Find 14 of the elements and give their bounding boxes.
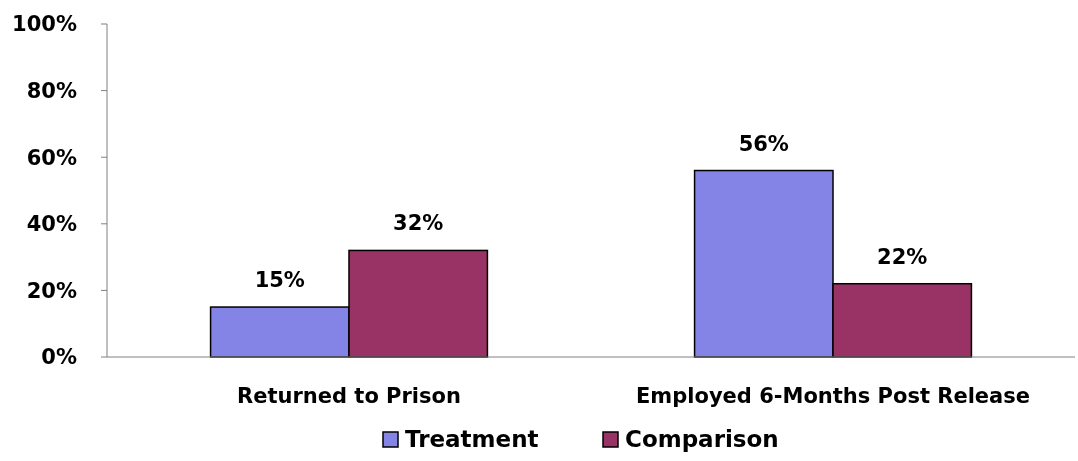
data-label: 56%	[738, 131, 789, 156]
data-label: 15%	[254, 268, 305, 293]
legend-label: Treatment	[405, 426, 539, 452]
y-tick-label: 0%	[41, 345, 77, 370]
x-tick-label: Employed 6-Months Post Release	[636, 384, 1030, 408]
data-label: 22%	[877, 244, 928, 269]
y-tick-label: 20%	[26, 278, 77, 303]
data-label: 32%	[393, 211, 444, 236]
legend-label: Comparison	[625, 426, 779, 452]
x-tick-label: Returned to Prison	[237, 384, 461, 408]
y-tick-label: 100%	[12, 12, 77, 37]
y-tick-label: 40%	[26, 212, 77, 237]
y-tick-label: 60%	[26, 145, 77, 170]
y-tick-label: 80%	[26, 78, 77, 103]
